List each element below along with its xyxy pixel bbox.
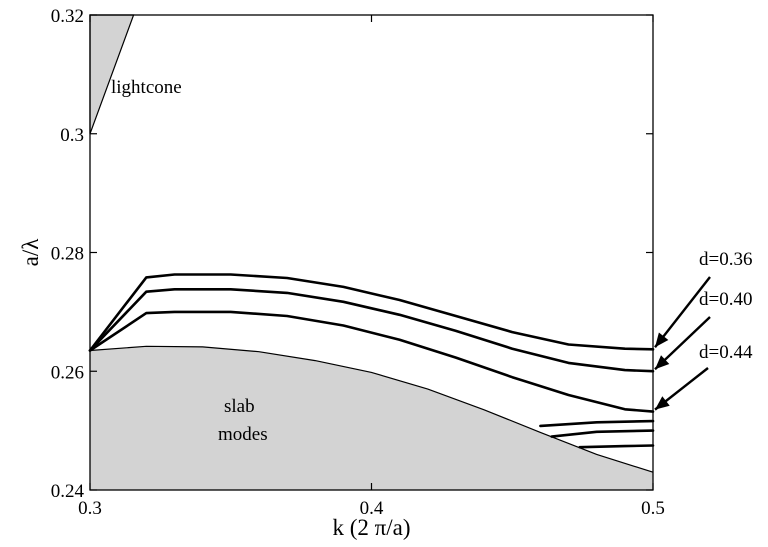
series-line-d-0-44 <box>88 310 655 413</box>
y-tick-label: 0.28 <box>51 244 84 265</box>
lightcone-region <box>89 14 135 135</box>
x-tick-label: 0.5 <box>641 498 665 519</box>
annotation-d-0-40: d=0.40 <box>699 289 752 310</box>
annotation-arrow <box>654 276 711 349</box>
y-axis-label: a/λ <box>18 238 43 267</box>
x-tick-label: 0.4 <box>360 498 384 519</box>
series-lines <box>88 273 655 449</box>
y-tick-label: 0.3 <box>60 125 84 146</box>
annotation-modes: modes <box>218 424 268 445</box>
y-tick-label: 0.32 <box>51 6 84 27</box>
axes <box>89 14 654 491</box>
slab-modes-region <box>90 346 653 490</box>
y-tick-label: 0.24 <box>51 481 85 502</box>
guided-mode-line-1 <box>539 419 655 428</box>
x-axis-label: k (2 π/a) <box>332 515 410 540</box>
series-line-d-0-36 <box>88 273 655 352</box>
annotation-lightcone: lightcone <box>111 77 182 98</box>
arrow-head <box>655 332 669 348</box>
tick-labels: 0.3 0.4 0.5 0.24 0.26 0.28 0.3 0.32 <box>51 6 665 519</box>
arrow-head <box>655 396 670 410</box>
guided-mode-line-3 <box>578 444 655 449</box>
x-tick-label: 0.3 <box>78 498 102 519</box>
annotation-slab: slab <box>224 396 255 417</box>
slab-modes-boundary <box>89 345 654 473</box>
series-line-d-0-40 <box>88 287 655 373</box>
shaded-regions <box>89 14 654 490</box>
annotation-d-0-44: d=0.44 <box>699 342 753 363</box>
arrow-head <box>655 355 670 370</box>
annotation-d-0-36: d=0.36 <box>699 249 752 270</box>
guided-mode-line-2 <box>550 429 655 438</box>
annotations: lightcone slab modes d=0.36 d=0.40 d=0.44 <box>111 77 753 445</box>
y-tick-label: 0.26 <box>51 362 84 383</box>
